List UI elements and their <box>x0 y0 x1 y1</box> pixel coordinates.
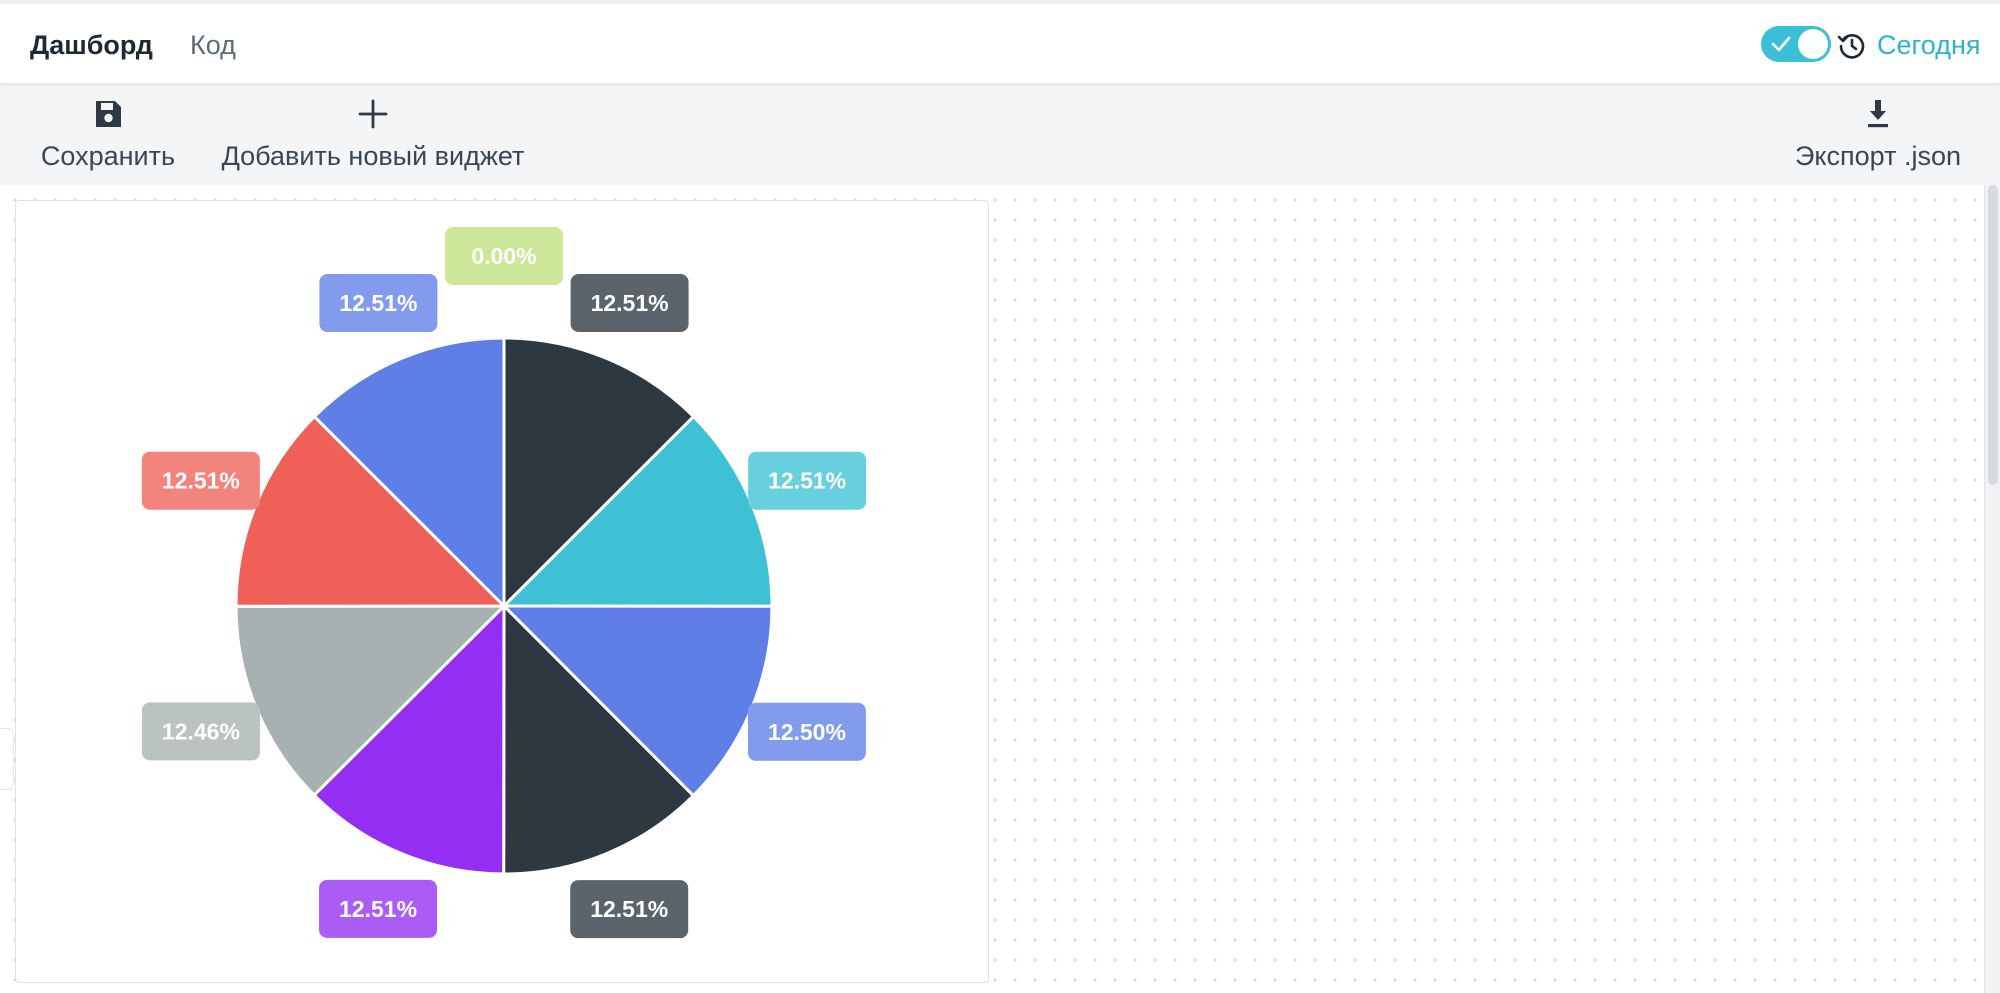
pie-label-badge-7 <box>141 451 260 510</box>
dashboard-toolbar: Сохранить Добавить новый виджет Экспорт … <box>0 83 2000 185</box>
side-panel-handle[interactable] <box>0 728 14 790</box>
live-mode-toggle[interactable] <box>1761 26 1831 62</box>
pie-slice-5[interactable] <box>312 602 506 876</box>
save-button[interactable]: Сохранить <box>40 97 176 173</box>
pie-chart-widget[interactable]: 0.00% 12.51% 12.51% 12.50% 12.51% 12.51% 12.46… <box>15 200 989 983</box>
add-widget-button-label: Добавить новый виджет <box>221 141 525 171</box>
today-date-link[interactable]: Сегодня <box>1877 30 1981 60</box>
pie-label-badge-5 <box>319 879 438 938</box>
pie-slice-label-1: 12.51% <box>570 273 689 332</box>
pie-label-text-0: 0.00% <box>471 243 536 269</box>
tab-code[interactable]: Код <box>190 30 236 60</box>
pie-label-text-6: 12.46% <box>162 718 240 744</box>
toggle-knob <box>1798 29 1828 59</box>
pie-slice-label-4: 12.51% <box>570 880 689 939</box>
pie-slice-label-5: 12.51% <box>319 879 438 938</box>
pie-label-text-7: 12.51% <box>162 468 240 494</box>
floppy-disk-icon <box>96 101 121 127</box>
pie-label-badge-1 <box>570 273 689 332</box>
pie-label-text-2: 12.51% <box>768 468 846 494</box>
pie-label-text-4: 12.51% <box>590 896 668 922</box>
scrollbar-thumb[interactable] <box>1988 185 1998 485</box>
pie-chart: 0.00% 12.51% 12.51% 12.50% 12.51% 12.51% 12.46… <box>141 227 867 939</box>
pie-slice-4[interactable] <box>502 602 696 876</box>
pie-label-text-3: 12.50% <box>768 719 846 745</box>
plus-icon <box>358 99 388 129</box>
save-button-label: Сохранить <box>40 141 176 171</box>
pie-slice-label-7: 12.51% <box>141 451 260 510</box>
pie-label-badge-6 <box>141 702 260 761</box>
tab-dashboard[interactable]: Дашборд <box>30 30 153 60</box>
pie-label-text-1: 12.51% <box>591 290 669 316</box>
pie-label-text-5: 12.51% <box>339 896 417 922</box>
top-navigation-bar: Дашборд Код Сегодня <box>0 0 2000 83</box>
pie-label-badge-4 <box>570 880 689 939</box>
history-clock-icon[interactable] <box>1837 31 1867 61</box>
export-json-button[interactable]: Экспорт .json <box>1793 97 1963 173</box>
pie-slice-8[interactable] <box>312 336 506 610</box>
pie-slice-1[interactable] <box>502 336 696 610</box>
check-icon <box>1771 36 1791 52</box>
pie-slice-label-8: 12.51% <box>319 273 438 332</box>
pie-slice-label-0: 0.00% <box>445 227 563 285</box>
pie-label-badge-2 <box>748 451 867 510</box>
download-icon <box>1868 100 1888 128</box>
pie-label-text-8: 12.51% <box>339 290 417 316</box>
pie-label-badge-8 <box>319 273 438 332</box>
add-widget-button[interactable]: Добавить новый виджет <box>218 97 528 173</box>
pie-slice-label-3: 12.50% <box>747 702 866 761</box>
pie-label-badge-0 <box>445 227 563 285</box>
pie-label-badge-3 <box>747 702 866 761</box>
vertical-scrollbar[interactable] <box>1984 185 2000 993</box>
pie-slice-label-6: 12.46% <box>141 702 260 761</box>
pie-slice-label-2: 12.51% <box>748 451 867 510</box>
export-json-button-label: Экспорт .json <box>1795 141 1961 171</box>
